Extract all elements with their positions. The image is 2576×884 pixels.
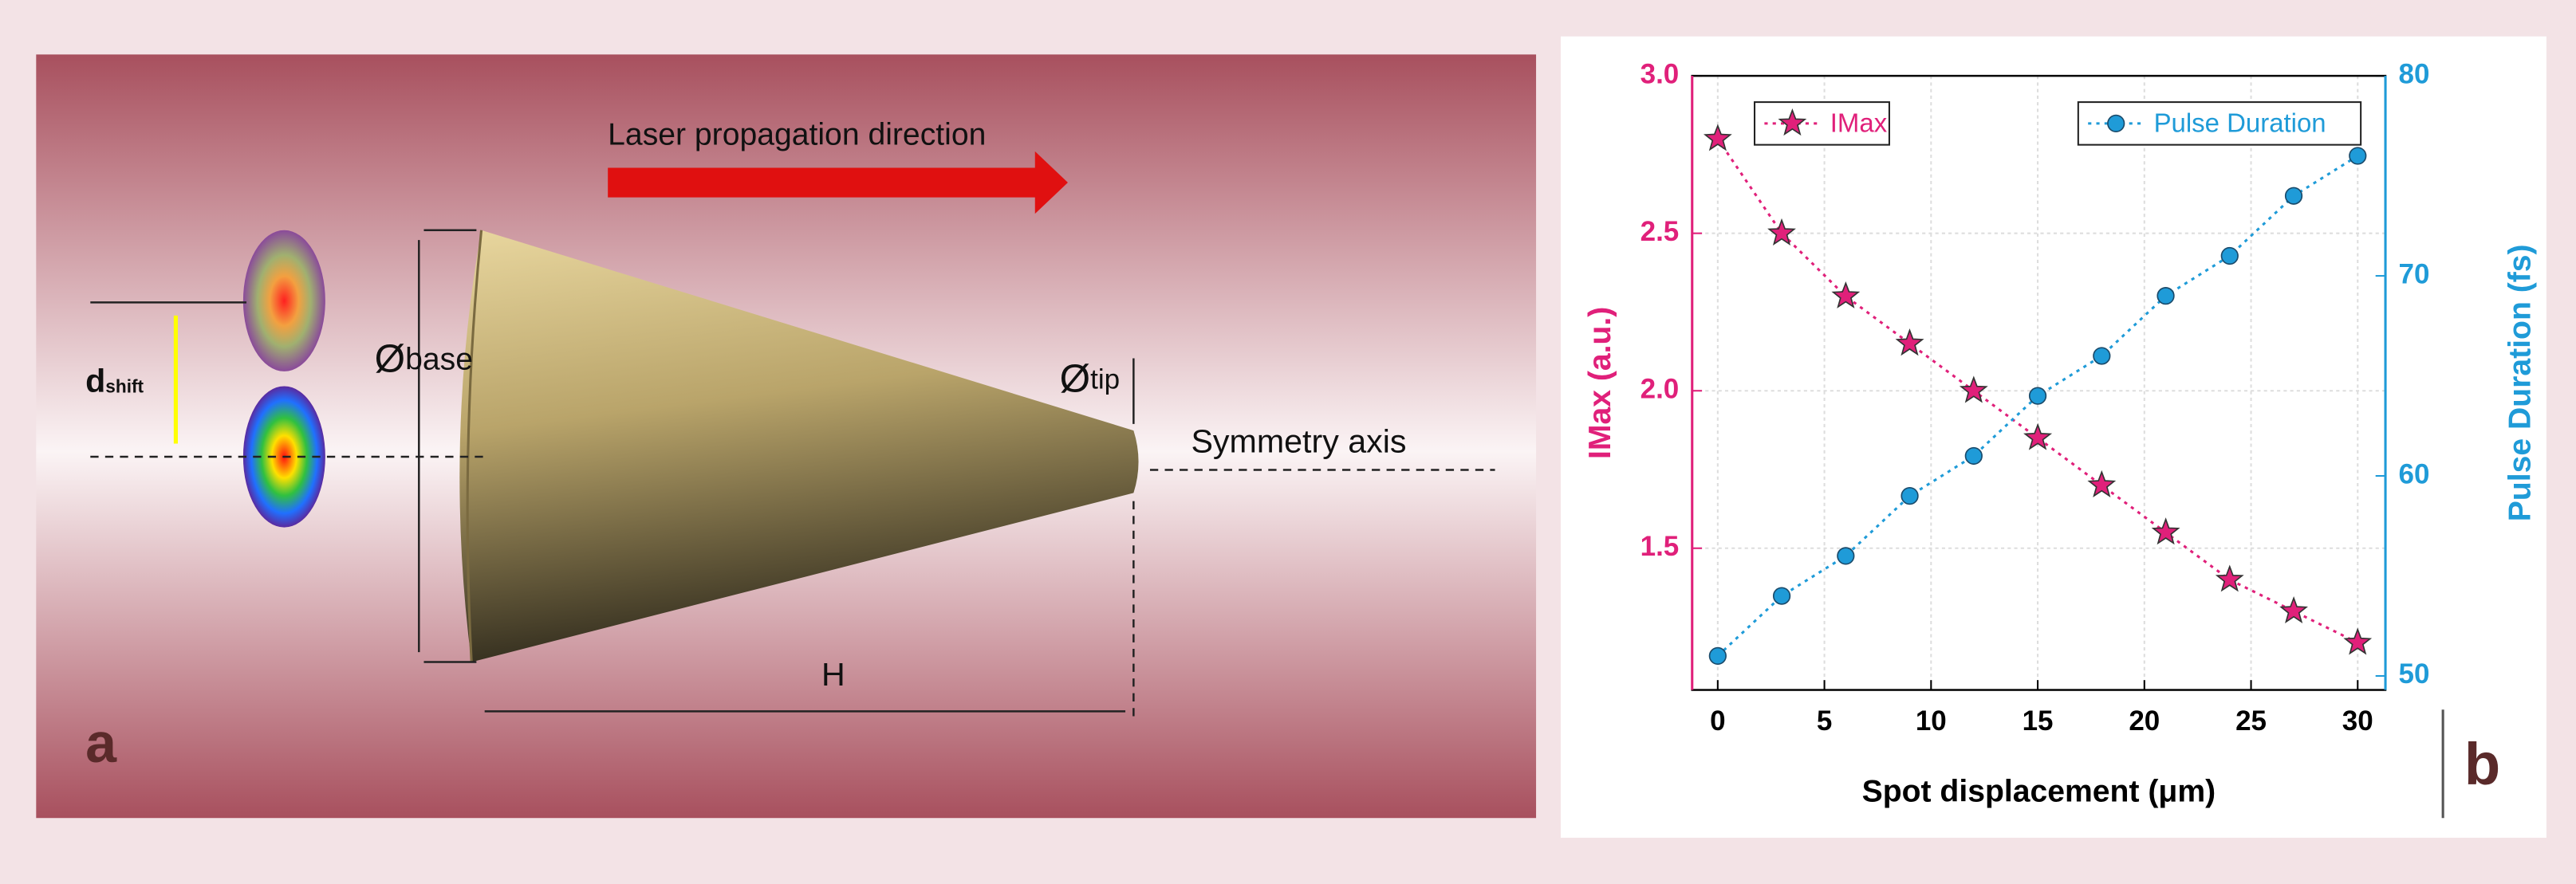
data-point bbox=[1708, 646, 1727, 666]
x-tick-label: 25 bbox=[2235, 705, 2267, 737]
tip-label: Øtip bbox=[1060, 356, 1120, 400]
x-tick-label: 10 bbox=[1916, 705, 1947, 737]
subscript: base bbox=[405, 343, 473, 377]
data-point bbox=[2151, 517, 2180, 545]
data-point bbox=[2284, 187, 2303, 205]
symbol: Ø bbox=[1060, 356, 1090, 400]
legend-marker bbox=[1778, 108, 1807, 136]
y-tick-label: 1.5 bbox=[1641, 531, 1680, 562]
cone bbox=[459, 230, 1139, 662]
symbol: d bbox=[85, 362, 105, 399]
data-point bbox=[1837, 547, 1855, 565]
axis-label: Symmetry axis bbox=[1191, 422, 1406, 459]
data-point bbox=[2087, 470, 2117, 497]
data-point bbox=[2215, 564, 2244, 592]
symbol: Ø bbox=[375, 337, 405, 381]
series-line bbox=[1716, 155, 2359, 658]
data-point bbox=[1831, 281, 1861, 308]
x-axis-label: Spot displacement (μm) bbox=[1862, 775, 2216, 809]
legend-marker bbox=[2107, 114, 2125, 132]
y2-tick-label: 50 bbox=[2399, 658, 2430, 690]
data-point bbox=[1772, 587, 1791, 605]
shift-label: dshift bbox=[85, 362, 144, 399]
panel-label: b bbox=[2464, 731, 2500, 797]
direction-label: Laser propagation direction bbox=[608, 118, 986, 152]
height-label: H bbox=[821, 656, 845, 693]
legend-box bbox=[1753, 101, 1890, 146]
y-tick-label: 2.0 bbox=[1641, 373, 1680, 404]
data-point bbox=[1964, 446, 1983, 466]
data-point bbox=[1900, 487, 1919, 505]
y-axis-label: IMax (a.u.) bbox=[1583, 307, 1617, 459]
data-point bbox=[2279, 596, 2308, 623]
x-tick-label: 20 bbox=[2129, 705, 2160, 737]
data-point bbox=[2343, 627, 2373, 655]
x-tick-label: 30 bbox=[2342, 705, 2373, 737]
y2-tick-label: 60 bbox=[2399, 458, 2430, 489]
legend-label: IMax bbox=[1830, 108, 1888, 138]
legend-box bbox=[2077, 101, 2362, 146]
series-line bbox=[1716, 138, 2358, 644]
subscript: tip bbox=[1090, 364, 1120, 395]
x-tick-label: 15 bbox=[2023, 705, 2054, 737]
panel-label: a bbox=[85, 712, 117, 774]
legend-label: Pulse Duration bbox=[2154, 108, 2326, 138]
data-point bbox=[2349, 147, 2367, 165]
x-tick-label: 5 bbox=[1817, 705, 1832, 737]
cone-base bbox=[466, 230, 483, 662]
data-point bbox=[1767, 218, 1796, 246]
x-tick-label: 0 bbox=[1710, 705, 1725, 737]
data-point bbox=[2028, 387, 2047, 405]
y-tick-label: 3.0 bbox=[1641, 58, 1680, 89]
data-point bbox=[2157, 287, 2175, 305]
spot-shifted bbox=[242, 230, 325, 371]
dimension-lines bbox=[90, 229, 1495, 723]
y2-tick-label: 70 bbox=[2399, 258, 2430, 289]
panel-b bbox=[1560, 36, 2546, 838]
base-label: Øbase bbox=[375, 337, 473, 381]
data-point bbox=[2023, 422, 2053, 450]
y-tick-label: 2.5 bbox=[1641, 216, 1680, 247]
data-point bbox=[2220, 246, 2239, 265]
data-point bbox=[1704, 124, 1732, 151]
y2-axis-label: Pulse Duration (fs) bbox=[2503, 244, 2537, 521]
subscript: shift bbox=[105, 376, 144, 397]
data-point bbox=[2093, 347, 2111, 365]
chart: 0 5 10 15 20 25 30 1.5 2.0 2.5 3.0 50 60 70 80 Spot dis… bbox=[1583, 58, 2538, 808]
data-point bbox=[1959, 375, 1988, 403]
direction-arrow bbox=[608, 151, 1068, 214]
y2-tick-label: 80 bbox=[2399, 58, 2430, 89]
data-point bbox=[1895, 328, 1924, 356]
